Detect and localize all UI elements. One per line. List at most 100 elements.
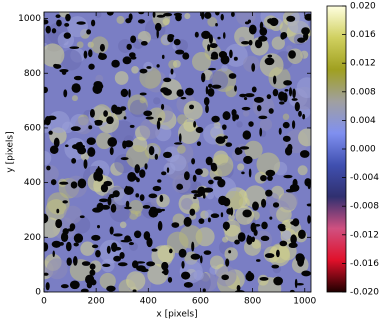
image-hole	[119, 252, 125, 259]
image-hole	[44, 115, 51, 126]
image-hole	[288, 242, 298, 249]
image-hole	[99, 43, 105, 52]
image-hole	[119, 106, 127, 111]
image-hole	[142, 204, 151, 209]
image-hole	[271, 264, 280, 269]
image-patch	[184, 13, 191, 20]
image-hole	[50, 179, 57, 186]
image-hole	[298, 229, 306, 240]
image-patch	[46, 258, 68, 280]
image-hole	[241, 41, 250, 45]
image-hole	[234, 85, 237, 92]
image-hole	[89, 109, 95, 118]
image-patch	[281, 230, 292, 240]
image-hole	[228, 73, 237, 79]
image-hole	[195, 168, 203, 176]
image-hole	[217, 178, 226, 188]
image-hole	[191, 190, 199, 194]
image-patch	[92, 104, 112, 123]
image-patch	[237, 163, 245, 171]
image-hole	[236, 284, 241, 292]
image-patch	[125, 145, 150, 169]
image-hole	[259, 276, 269, 281]
image-hole	[163, 77, 172, 83]
image-hole	[215, 136, 226, 144]
image-hole	[225, 258, 230, 267]
image-hole	[220, 212, 224, 218]
image-hole	[180, 96, 187, 100]
image-hole	[301, 27, 310, 35]
image-hole	[189, 208, 196, 216]
image-hole	[248, 168, 252, 178]
image-hole	[124, 206, 132, 210]
image-hole	[303, 31, 309, 41]
image-hole	[251, 86, 257, 93]
image-hole	[295, 282, 304, 286]
image-hole	[220, 13, 224, 21]
image-hole	[126, 43, 132, 50]
image-hole	[161, 261, 169, 271]
image-hole	[156, 119, 161, 130]
image-hole	[299, 150, 310, 158]
image-hole	[65, 144, 69, 148]
image-hole	[51, 240, 62, 248]
image-hole	[44, 213, 49, 224]
image-hole	[124, 235, 131, 243]
image-hole	[215, 23, 218, 27]
image-hole	[181, 260, 185, 269]
image-hole	[191, 241, 195, 252]
image-hole	[83, 50, 88, 59]
image-hole	[107, 196, 112, 206]
image-hole	[244, 93, 255, 98]
image-patch	[207, 16, 218, 27]
image-patch	[191, 52, 212, 72]
image-hole	[62, 228, 69, 235]
image-patch	[298, 128, 311, 147]
image-patch	[128, 199, 143, 215]
image-hole	[173, 12, 183, 17]
image-hole	[69, 280, 80, 290]
image-hole	[278, 127, 282, 135]
image-hole	[136, 265, 146, 272]
image-patch	[63, 205, 82, 224]
image-hole	[265, 189, 273, 197]
image-hole	[304, 13, 311, 21]
image-hole	[288, 87, 293, 97]
image-patch	[76, 41, 84, 49]
colorbar-tick-label: -0.004	[350, 173, 379, 183]
image-hole	[91, 234, 101, 241]
image-hole	[157, 179, 162, 183]
image-hole	[130, 35, 137, 43]
image-hole	[202, 288, 206, 292]
image-hole	[260, 198, 267, 208]
image-hole	[87, 147, 96, 157]
image-hole	[135, 193, 140, 198]
image-hole	[235, 148, 243, 155]
image-hole	[201, 30, 211, 40]
image-patch	[71, 95, 78, 102]
image-hole	[254, 39, 263, 49]
image-hole	[234, 114, 240, 120]
image-hole	[109, 147, 114, 156]
x-tick-label: 800	[244, 297, 261, 307]
plot-frame	[43, 11, 312, 293]
image-hole	[71, 83, 81, 93]
image-hole	[120, 88, 129, 98]
image-hole	[272, 88, 279, 97]
image-patch	[242, 110, 250, 117]
image-hole	[282, 135, 291, 142]
image-patch	[244, 140, 263, 160]
image-hole	[166, 167, 170, 173]
image-hole	[175, 49, 185, 55]
image-hole	[267, 175, 273, 181]
image-patch	[297, 165, 308, 176]
image-hole	[207, 217, 211, 223]
image-hole	[183, 216, 192, 227]
image-hole	[192, 174, 197, 182]
image-patch	[238, 36, 245, 43]
image-hole	[99, 198, 109, 203]
colorbar-tick-label: 0.004	[350, 116, 376, 126]
image-hole	[220, 54, 230, 65]
y-axis-label: y [pixels]	[6, 131, 16, 172]
